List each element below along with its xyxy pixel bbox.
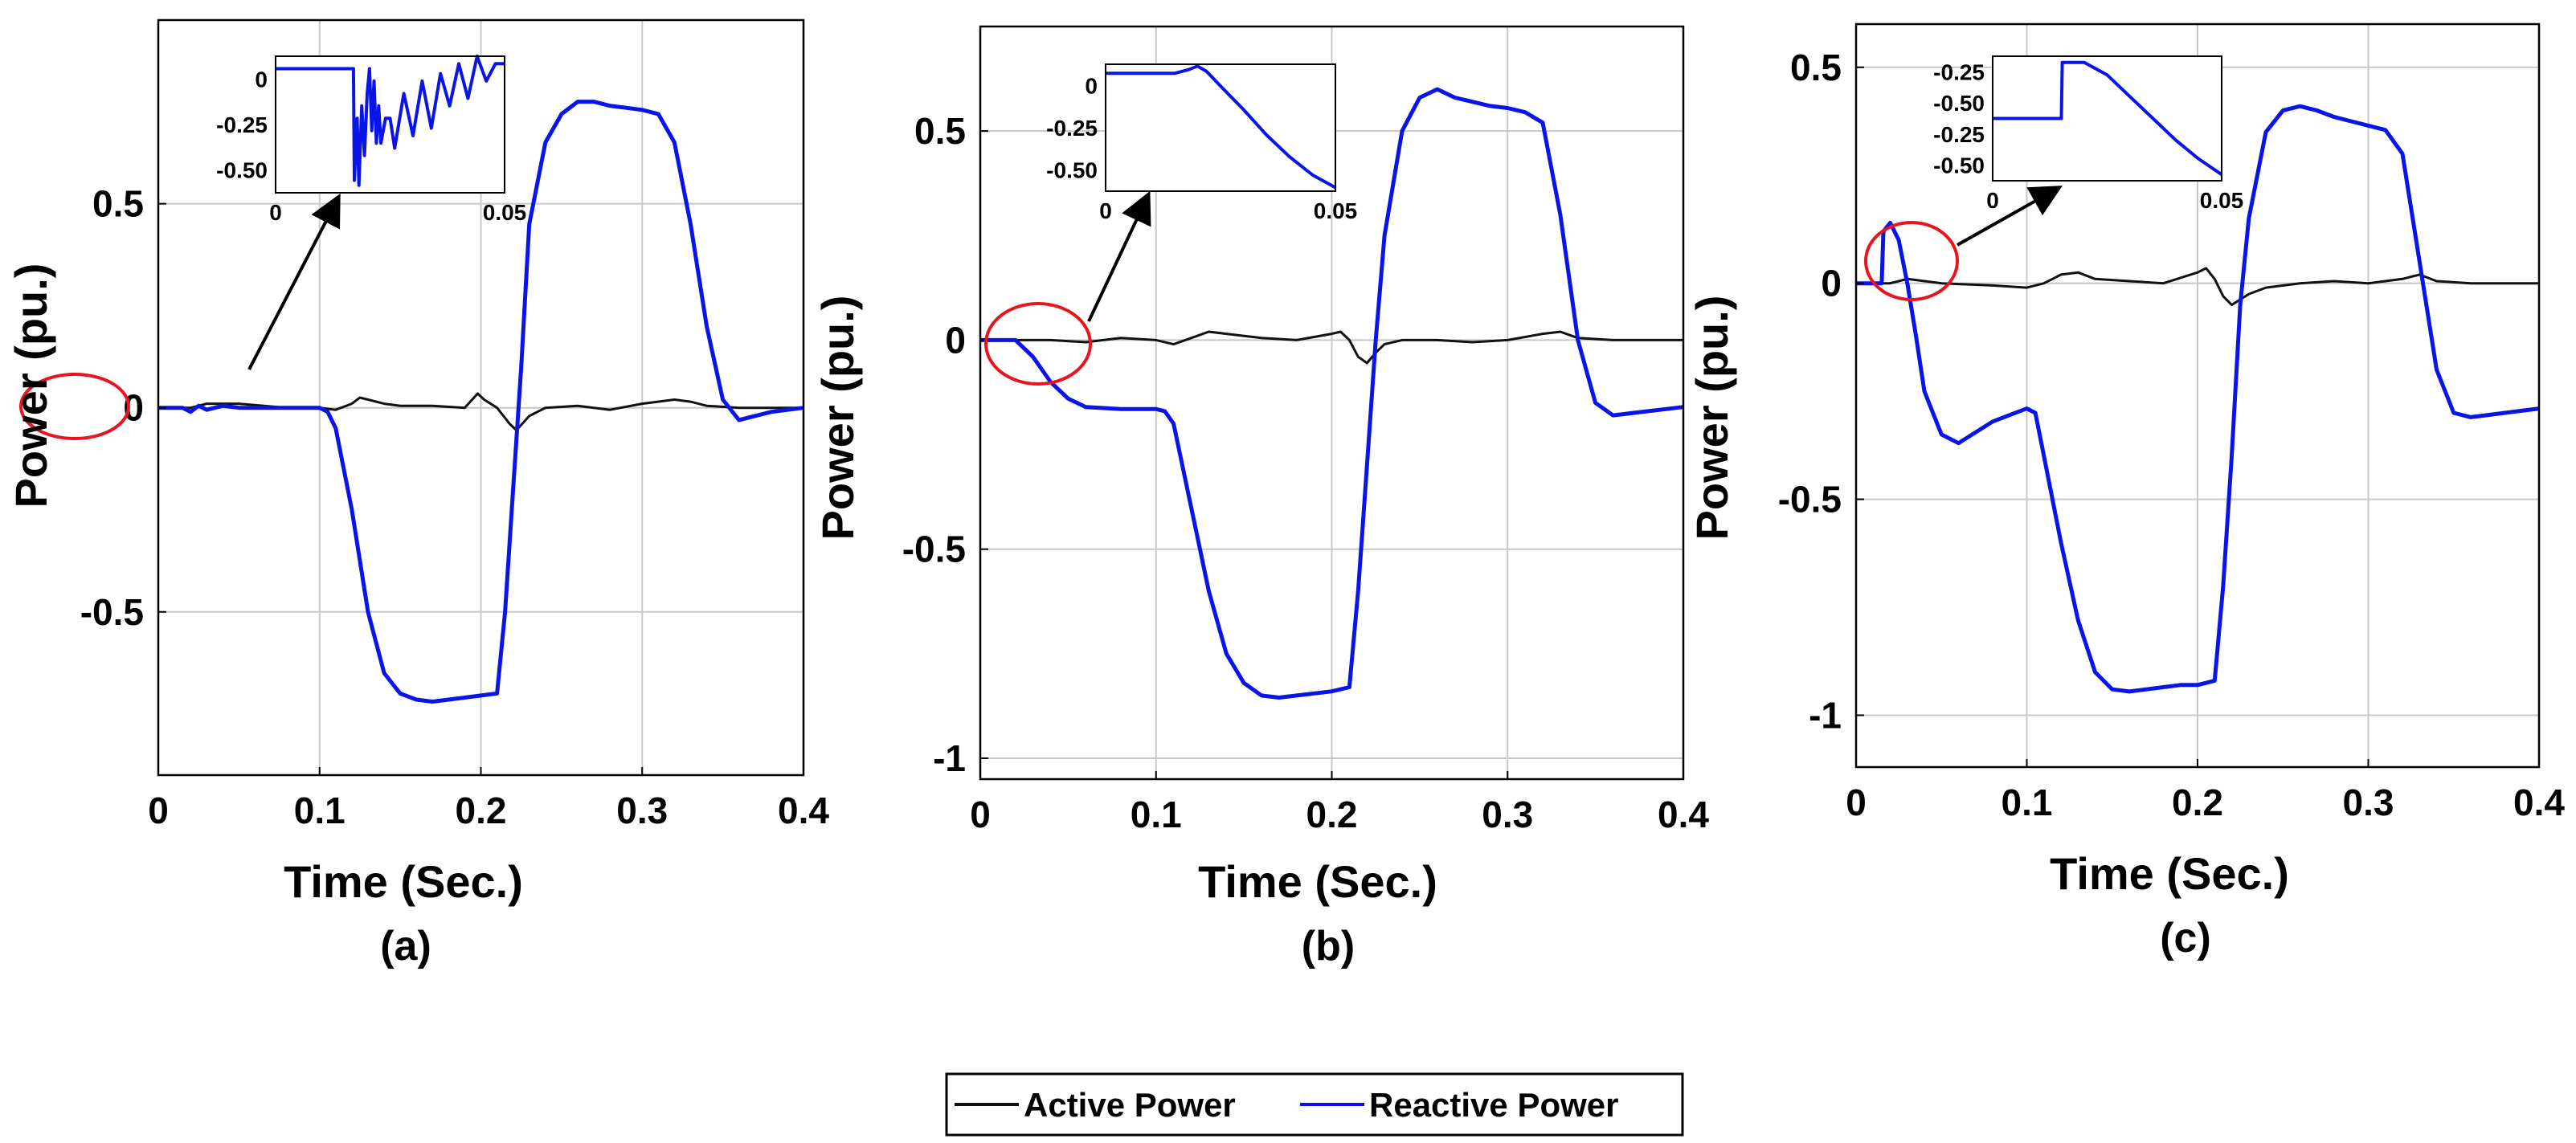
xtick-label: 0.1	[1131, 794, 1182, 835]
ytick-label: -0.5	[1778, 479, 1842, 520]
series-active-power	[1856, 267, 2539, 307]
ytick-label: 0	[123, 387, 144, 429]
inset-ytick-label: -0.25	[1933, 59, 1985, 84]
xtick-label: 0.3	[1482, 794, 1533, 835]
xtick-label: 0	[970, 794, 991, 835]
inset-a: 0-0.25-0.500 0.05	[216, 55, 527, 225]
caption-c: (c)	[2160, 915, 2211, 961]
ylabel-b: Power (pu.)	[812, 296, 863, 541]
inset-ytick-label: -0.50	[1046, 158, 1098, 183]
inset-ytick-label: -0.50	[216, 158, 268, 183]
xtick-label: 0.2	[1306, 794, 1358, 835]
ytick-label: -0.5	[80, 591, 144, 633]
ytick-label: 0.5	[914, 110, 966, 152]
inset-ytick-label: -0.25	[1046, 116, 1098, 141]
inset-xtick-label: 0	[269, 200, 282, 225]
highlight-ellipse	[1864, 221, 1959, 301]
xtick-label: 0.2	[2172, 782, 2223, 823]
inset-frame	[1105, 63, 1336, 192]
inset-series-reactive	[1993, 60, 2223, 176]
ytick-label: -1	[1809, 694, 1842, 736]
inset-frame	[1992, 55, 2222, 182]
series-reactive-power	[158, 100, 804, 704]
plot-b: 0 0.1 0.2 0.3 0.4-1-0.500.50-0.25-0.500 0.05	[902, 25, 1709, 835]
inset-ytick-label: 0	[1085, 73, 1098, 98]
xlabel-c: Time (Sec.)	[2050, 848, 2289, 899]
inset-series-reactive	[276, 55, 505, 187]
legend: Active Power Reactive Power	[945, 1072, 1684, 1137]
inset-b: 0-0.25-0.500 0.05	[1046, 63, 1358, 223]
zoom-arrow	[1087, 190, 1151, 322]
inset-xtick-label: 0.05	[483, 200, 527, 225]
series-reactive-power	[1856, 104, 2540, 694]
xtick-label: 0.1	[2002, 782, 2053, 823]
plot-a: 0 0.1 0.2 0.3 0.4-0.500.50-0.25-0.500 0.05	[19, 18, 829, 831]
series-active-power	[980, 330, 1683, 365]
inset-series-reactive	[1106, 64, 1336, 190]
xtick-label: 0	[148, 790, 169, 831]
ylabel-c: Power (pu.)	[1687, 296, 1737, 541]
highlight-ellipse	[19, 373, 130, 440]
ytick-label: 0.5	[92, 183, 144, 225]
inset-xtick-label: 0.05	[1314, 198, 1358, 223]
zoom-arrow	[247, 193, 341, 370]
xtick-label: 0.3	[2343, 782, 2394, 823]
panel-c: 0 0.1 0.2 0.3 0.4-1-0.500.5 -0.25-0.50-0.25-0…	[1687, 22, 2565, 961]
ylabel-a: Power (pu.)	[6, 263, 56, 508]
xtick-label: 0.2	[456, 790, 507, 831]
inset-ytick-label: 0	[255, 67, 268, 92]
ytick-label: -0.5	[902, 529, 966, 570]
ytick-label: 0.5	[1790, 47, 1842, 88]
caption-a: (a)	[380, 923, 431, 970]
xlabel-a: Time (Sec.)	[284, 856, 523, 907]
xtick-label: 0.1	[294, 790, 346, 831]
ytick-label: -1	[933, 737, 966, 779]
caption-b: (b)	[1302, 923, 1355, 970]
legend-active-label: Active Power	[1024, 1086, 1236, 1124]
inset-frame	[275, 55, 505, 194]
xlabel-b: Time (Sec.)	[1198, 856, 1437, 907]
panel-b: 0 0.1 0.2 0.3 0.4-1-0.500.50-0.25-0.500 0.05 …	[812, 25, 1709, 970]
xtick-label: 0	[1846, 782, 1867, 823]
zoom-arrow	[1957, 186, 2063, 247]
xtick-label: 0.3	[616, 790, 668, 831]
inset-c: -0.25-0.50-0.25-0.500 0.05	[1933, 55, 2244, 213]
ytick-label: 0	[1821, 263, 1842, 304]
inset-xtick-label: 0	[1986, 188, 1999, 213]
ytick-label: 0	[945, 319, 966, 361]
panel-a: 0 0.1 0.2 0.3 0.4-0.500.50-0.25-0.500 0.05 Ti…	[6, 18, 829, 970]
inset-ytick-label: -0.50	[1933, 91, 1985, 116]
xtick-label: 0.4	[1658, 794, 1709, 835]
xtick-label: 0.4	[2513, 782, 2565, 823]
series-reactive-power	[980, 87, 1684, 700]
plot-c: 0 0.1 0.2 0.3 0.4-1-0.500.5 -0.25-0.50-0.25-0…	[1778, 22, 2565, 823]
inset-bg	[1106, 64, 1335, 191]
inset-ytick-label: -0.50	[1933, 153, 1985, 178]
inset-ytick-label: -0.25	[1933, 122, 1985, 147]
inset-xtick-label: 0.05	[2200, 188, 2244, 213]
xtick-label: 0.4	[778, 790, 829, 831]
inset-ytick-label: -0.25	[216, 112, 268, 137]
inset-xtick-label: 0	[1099, 198, 1112, 223]
legend-reactive-label: Reactive Power	[1369, 1086, 1619, 1124]
highlight-ellipse	[984, 302, 1092, 386]
